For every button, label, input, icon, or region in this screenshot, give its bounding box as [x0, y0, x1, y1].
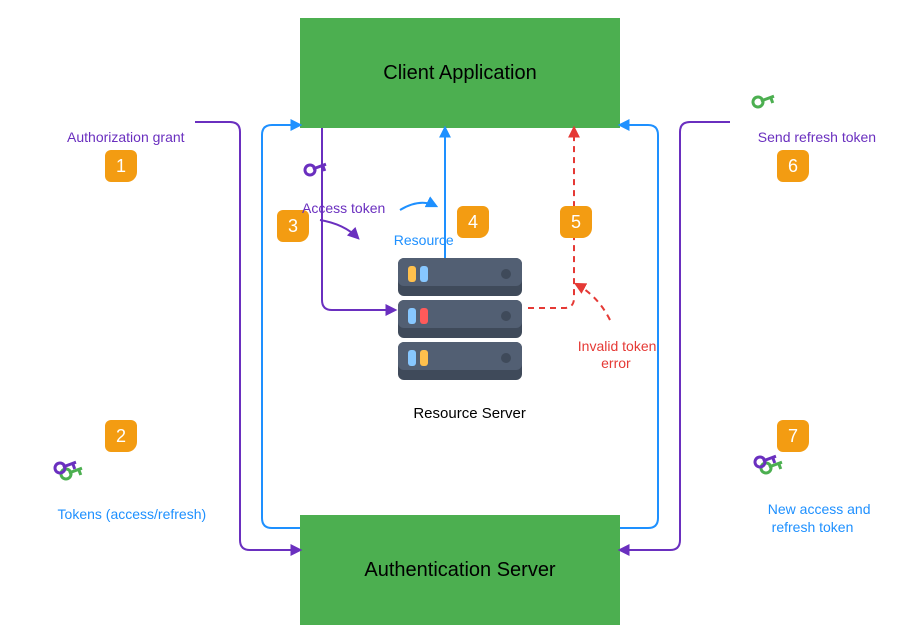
key-icon-tokens	[54, 457, 84, 481]
badge-2: 2	[105, 420, 137, 452]
line-resource-label-curve	[400, 203, 436, 210]
client-application-box: Client Application	[300, 18, 620, 128]
resource-server-label: Resource Server	[405, 388, 526, 422]
label-auth-grant: Authorization grant	[60, 113, 185, 145]
label-access-token: Access token	[295, 184, 385, 216]
line-auth-grant	[195, 122, 300, 550]
authentication-server-label: Authentication Server	[364, 559, 555, 582]
label-invalid-token: Invalid token error	[570, 320, 656, 373]
label-new-tokens: New access and refresh token	[760, 482, 871, 537]
label-resource: Resource	[386, 216, 454, 248]
badge-6: 6	[777, 150, 809, 182]
badge-5: 5	[560, 206, 592, 238]
client-application-label: Client Application	[383, 62, 536, 85]
key-icon-access-token	[304, 159, 328, 177]
badge-7: 7	[777, 420, 809, 452]
line-invalid-token-label-curve	[576, 284, 610, 320]
label-send-refresh: Send refresh token	[750, 113, 876, 145]
line-access-token-label-curve	[320, 220, 358, 238]
label-tokens: Tokens (access/refresh)	[50, 490, 206, 522]
key-icon-new-tokens	[754, 451, 784, 475]
key-icon-send-refresh	[752, 91, 776, 109]
badge-1: 1	[105, 150, 137, 182]
resource-server-icon	[398, 258, 522, 380]
line-access-token	[322, 128, 395, 310]
badge-4: 4	[457, 206, 489, 238]
authentication-server-box: Authentication Server	[300, 515, 620, 625]
